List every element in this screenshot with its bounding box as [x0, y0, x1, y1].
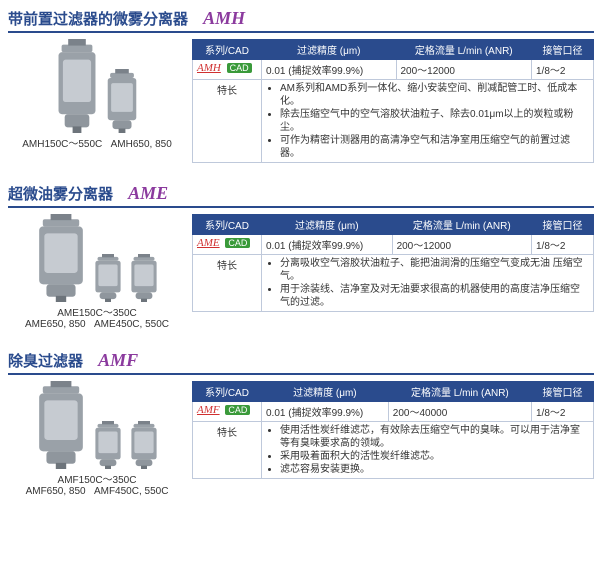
- th-precision: 过滤精度 (μm): [262, 215, 393, 235]
- td-precision: 0.01 (捕捉效率99.9%): [262, 60, 397, 80]
- section-title-en: AMF: [98, 350, 138, 370]
- product-image: [129, 254, 159, 302]
- spec-table: 系列/CAD 过滤精度 (μm) 定格流量 L/min (ANR) 接管口径 A…: [192, 39, 594, 163]
- td-feature-label: 特长: [193, 80, 262, 163]
- section-header: 除臭过滤器 AMF: [8, 350, 594, 375]
- th-series: 系列/CAD: [193, 215, 262, 235]
- td-features: AM系列和AMD系列一体化、缩小安装空间、削减配管工时、低成本化。除去压缩空气中…: [262, 80, 594, 163]
- feature-item: AM系列和AMD系列一体化、缩小安装空间、削减配管工时、低成本化。: [280, 82, 589, 108]
- series-link[interactable]: AMF: [197, 404, 220, 416]
- feature-item: 除去压缩空气中的空气溶胶状油粒子、除去0.01μm以上的炭粒或粉尘。: [280, 108, 589, 134]
- td-features: 分离吸收空气溶胶状油粒子、能把油润滑的压缩空气变成无油 压缩空气。用于涂装线、洁…: [262, 255, 594, 312]
- td-port: 1/8～2: [532, 60, 594, 80]
- feature-item: 可作为精密计测器用的高清净空气和洁净室用压缩空气的前置过滤器。: [280, 134, 589, 160]
- spec-table: 系列/CAD 过滤精度 (μm) 定格流量 L/min (ANR) 接管口径 A…: [192, 381, 594, 479]
- td-flow: 200～40000: [388, 402, 531, 422]
- series-link[interactable]: AME: [197, 237, 220, 249]
- section-title-en: AMH: [203, 8, 245, 28]
- images-block: AMH150C～550C AMH650, 850: [8, 39, 186, 150]
- th-port: 接管口径: [532, 40, 594, 60]
- th-precision: 过滤精度 (μm): [262, 40, 397, 60]
- product-section-amh: 带前置过滤器的微雾分离器 AMH AMH150C～550C AMH650, 85…: [8, 8, 594, 163]
- img-caption: AME150C～350C: [8, 304, 186, 319]
- td-features: 使用活性炭纤维滤芯，有效除去压缩空气中的臭味。可以用于洁净室等有臭味要求高的领域…: [262, 422, 594, 479]
- images-block: AMF150C～350C AMF650, 850 AMF450C, 550C: [8, 381, 186, 497]
- td-port: 1/8～2: [532, 402, 594, 422]
- td-series: AMF CAD: [193, 402, 262, 422]
- td-flow: 200～12000: [396, 60, 532, 80]
- spec-area: 系列/CAD 过滤精度 (μm) 定格流量 L/min (ANR) 接管口径 A…: [192, 381, 594, 479]
- spec-area: 系列/CAD 过滤精度 (μm) 定格流量 L/min (ANR) 接管口径 A…: [192, 214, 594, 312]
- td-feature-label: 特长: [193, 255, 262, 312]
- img-caption: AMF650, 850 AMF450C, 550C: [8, 486, 186, 497]
- th-port: 接管口径: [532, 382, 594, 402]
- cad-badge[interactable]: CAD: [225, 405, 250, 415]
- feature-item: 滤芯容易安装更换。: [280, 463, 589, 476]
- td-series: AME CAD: [193, 235, 262, 255]
- th-precision: 过滤精度 (μm): [262, 382, 389, 402]
- product-image: [93, 254, 123, 302]
- td-feature-label: 特长: [193, 422, 262, 479]
- product-image: [35, 381, 87, 469]
- product-image: [55, 39, 99, 133]
- section-title-en: AME: [128, 183, 168, 203]
- feature-item: 采用吸着面积大的活性炭纤维滤芯。: [280, 450, 589, 463]
- section-header: 超微油雾分离器 AME: [8, 183, 594, 208]
- spec-table: 系列/CAD 过滤精度 (μm) 定格流量 L/min (ANR) 接管口径 A…: [192, 214, 594, 312]
- th-port: 接管口径: [532, 215, 594, 235]
- td-precision: 0.01 (捕捉效率99.9%): [262, 402, 389, 422]
- spec-area: 系列/CAD 过滤精度 (μm) 定格流量 L/min (ANR) 接管口径 A…: [192, 39, 594, 163]
- product-image: [129, 421, 159, 469]
- series-link[interactable]: AMH: [197, 62, 221, 74]
- th-flow: 定格流量 L/min (ANR): [392, 215, 531, 235]
- td-flow: 200～12000: [392, 235, 531, 255]
- images-block: AME150C～350C AME650, 850 AME450C, 550C: [8, 214, 186, 330]
- th-flow: 定格流量 L/min (ANR): [396, 40, 532, 60]
- cad-badge[interactable]: CAD: [225, 238, 250, 248]
- section-title-cn: 带前置过滤器的微雾分离器: [8, 11, 188, 28]
- product-section-amf: 除臭过滤器 AMF AMF150C～350C A: [8, 350, 594, 497]
- th-series: 系列/CAD: [193, 40, 262, 60]
- td-port: 1/8～2: [532, 235, 594, 255]
- th-flow: 定格流量 L/min (ANR): [388, 382, 531, 402]
- product-image: [93, 421, 123, 469]
- th-series: 系列/CAD: [193, 382, 262, 402]
- td-series: AMH CAD: [193, 60, 262, 80]
- product-image: [35, 214, 87, 302]
- feature-item: 用于涂装线、洁净室及对无油要求很高的机器使用的高度洁净压缩空气的过滤。: [280, 283, 589, 309]
- product-section-ame: 超微油雾分离器 AME AME150C～350C: [8, 183, 594, 330]
- section-header: 带前置过滤器的微雾分离器 AMH: [8, 8, 594, 33]
- feature-item: 分离吸收空气溶胶状油粒子、能把油润滑的压缩空气变成无油 压缩空气。: [280, 257, 589, 283]
- td-precision: 0.01 (捕捉效率99.9%): [262, 235, 393, 255]
- img-caption: AMF150C～350C: [8, 471, 186, 486]
- section-title-cn: 除臭过滤器: [8, 353, 83, 370]
- section-title-cn: 超微油雾分离器: [8, 186, 113, 203]
- img-caption: AME650, 850 AME450C, 550C: [8, 319, 186, 330]
- cad-badge[interactable]: CAD: [227, 63, 252, 73]
- img-caption: AMH150C～550C AMH650, 850: [8, 135, 186, 150]
- feature-item: 使用活性炭纤维滤芯，有效除去压缩空气中的臭味。可以用于洁净室等有臭味要求高的领域…: [280, 424, 589, 450]
- product-image: [105, 69, 139, 133]
